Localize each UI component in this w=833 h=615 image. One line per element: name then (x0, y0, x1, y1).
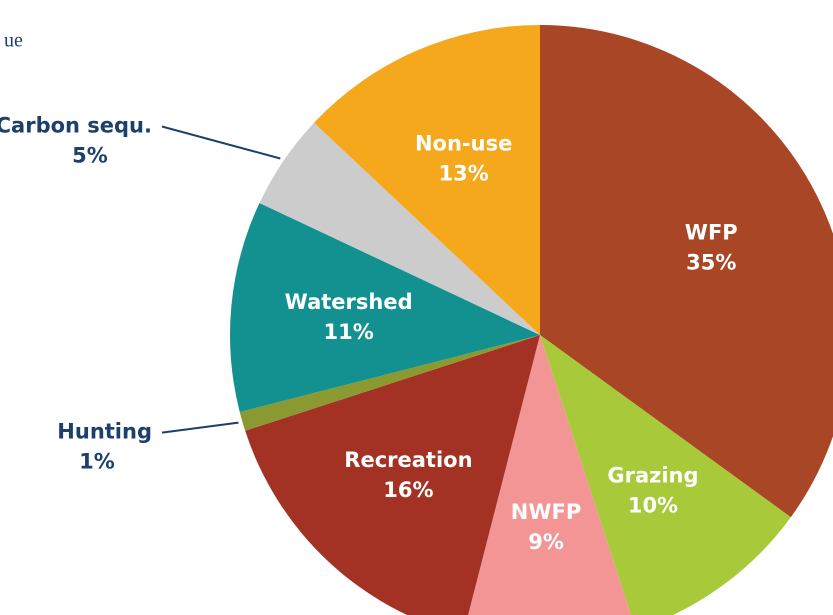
slice-label: Grazing (607, 463, 698, 487)
slice-label: Watershed (285, 290, 413, 314)
pie-slice (245, 335, 540, 615)
slice-value: 35% (686, 251, 736, 275)
slice-value: 9% (528, 530, 564, 554)
pie-slice (314, 24, 540, 335)
slice-label: Non-use (415, 132, 512, 156)
leader-line (161, 421, 239, 434)
slice-label: WFP (685, 221, 738, 245)
chart-title: ue (4, 30, 23, 52)
slice-label: Carbon sequ. (0, 114, 152, 138)
pie-slice (468, 335, 631, 615)
slice-value: 5% (72, 144, 108, 168)
slice-value: 11% (324, 320, 374, 344)
pie-slice (230, 203, 540, 413)
slice-value: 1% (79, 450, 115, 474)
pie-slice (540, 25, 833, 518)
pie-slice (540, 335, 791, 615)
slice-value: 10% (628, 493, 678, 517)
pie-slice (259, 122, 540, 335)
pie-slice (239, 335, 540, 431)
slice-label: NWFP (511, 500, 581, 524)
slice-value: 16% (383, 478, 433, 502)
slice-label: Recreation (344, 448, 472, 472)
leader-line (161, 125, 281, 160)
slice-value: 13% (439, 162, 489, 186)
slice-label: Hunting (57, 420, 152, 444)
